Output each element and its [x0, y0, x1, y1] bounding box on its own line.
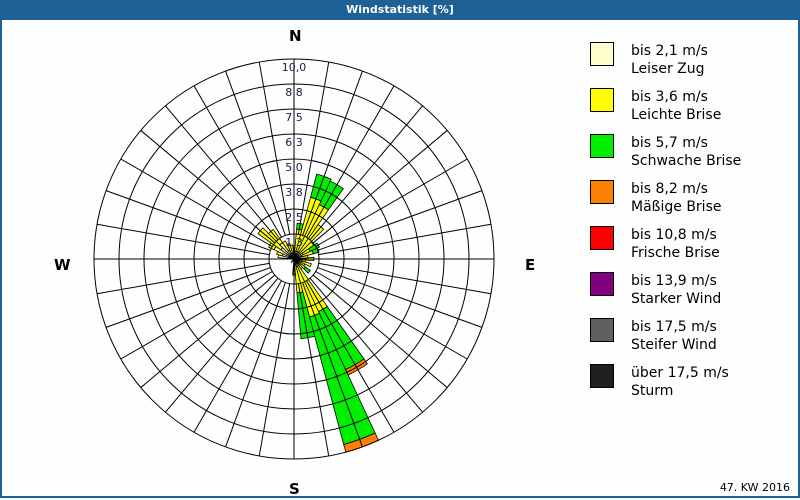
legend-swatch: [590, 88, 614, 112]
rose-segment: [308, 242, 320, 252]
legend-label: bis 17,5 m/s Steifer Wind: [631, 319, 717, 353]
label-west: W: [54, 256, 71, 274]
rose-segment: [286, 243, 293, 255]
rose-segment: [318, 180, 344, 211]
svg-text:1,3: 1,3: [285, 236, 303, 249]
svg-text:10,0: 10,0: [282, 61, 307, 74]
legend-swatch: [590, 42, 614, 66]
legend-label: bis 5,7 m/s Schwache Brise: [631, 135, 742, 169]
legend-swatch: [590, 364, 614, 388]
legend-label: bis 2,1 m/s Leiser Zug: [631, 43, 708, 77]
chart-title: Windstatistik [%]: [0, 0, 800, 20]
legend-swatch: [590, 226, 614, 250]
svg-text:5,0: 5,0: [285, 161, 303, 174]
svg-text:6,3: 6,3: [285, 136, 303, 149]
legend-label: bis 10,8 m/s Frische Brise: [631, 227, 720, 261]
legend-label: bis 13,9 m/s Starker Wind: [631, 273, 722, 307]
legend-swatch: [590, 272, 614, 296]
rose-segment: [290, 259, 294, 263]
svg-text:2,5: 2,5: [285, 211, 303, 224]
svg-text:7,5: 7,5: [285, 111, 303, 124]
label-south: S: [289, 480, 300, 498]
legend-label: bis 3,6 m/s Leichte Brise: [631, 89, 722, 123]
svg-text:3,8: 3,8: [285, 186, 303, 199]
rose-segment: [300, 260, 312, 268]
rose-segment: [310, 173, 332, 202]
legend-swatch: [590, 180, 614, 204]
rose-segment: [303, 266, 311, 274]
rose-segment: [289, 244, 294, 254]
legend-label: bis 8,2 m/s Mäßige Brise: [631, 181, 722, 215]
svg-text:8,8: 8,8: [285, 86, 303, 99]
week-label: 47. KW 2016: [719, 481, 790, 494]
rose-segment: [281, 240, 291, 252]
label-north: N: [289, 27, 302, 45]
label-east: E: [525, 256, 536, 274]
legend-swatch: [590, 318, 614, 342]
legend-swatch: [590, 134, 614, 158]
legend-label: über 17,5 m/s Sturm: [631, 365, 729, 399]
